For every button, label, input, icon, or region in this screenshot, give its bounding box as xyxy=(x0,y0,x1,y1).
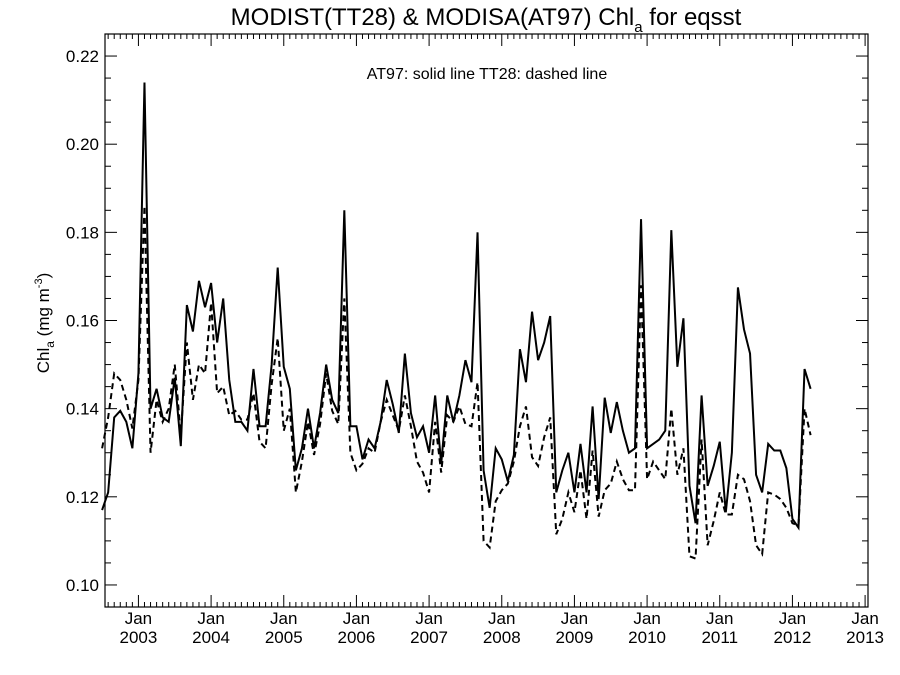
y-tick-label: 0.20 xyxy=(66,135,99,154)
x-tick-label-month: Jan xyxy=(125,609,152,628)
x-tick-label-year: 2006 xyxy=(338,628,376,647)
chart-annotation: AT97: solid line TT28: dashed line xyxy=(367,66,608,83)
x-tick-label-month: Jan xyxy=(343,609,370,628)
x-tick-label-year: 2004 xyxy=(192,628,230,647)
x-tick-label-month: Jan xyxy=(779,609,806,628)
plot-area: 0.100.120.140.160.180.200.22Jan2003Jan20… xyxy=(66,33,884,647)
x-tick-label-year: 2010 xyxy=(628,628,666,647)
x-tick-label-month: Jan xyxy=(270,609,297,628)
x-tick-label-year: 2011 xyxy=(701,628,738,647)
y-tick-label: 0.16 xyxy=(66,312,99,331)
x-tick-label-month: Jan xyxy=(415,609,442,628)
y-tick-label: 0.22 xyxy=(66,47,99,66)
y-axis-title-superscript: -3 xyxy=(33,278,45,288)
y-tick-label: 0.18 xyxy=(66,223,99,242)
y-tick-label: 0.12 xyxy=(66,488,99,507)
chart-title-prefix: MODIST(TT28) & MODISA(AT97) Chl xyxy=(231,4,635,31)
y-axis-title-suffix: ) xyxy=(34,273,53,279)
series-line-at97 xyxy=(101,82,812,531)
x-tick-label-month: Jan xyxy=(851,609,878,628)
svg-text:Chla (mg m-3): Chla (mg m-3) xyxy=(33,273,57,374)
x-tick-label-year: 2012 xyxy=(774,628,812,647)
y-axis-title-middle: (mg m xyxy=(34,288,53,341)
y-axis-title-prefix: Chl xyxy=(34,348,53,374)
x-tick-label-year: 2008 xyxy=(483,628,521,647)
chart-title-suffix: for eqsst xyxy=(643,4,742,31)
y-tick-label: 0.10 xyxy=(66,576,99,595)
x-tick-label-month: Jan xyxy=(633,609,660,628)
chart-title: MODIST(TT28) & MODISA(AT97) Chla for eqs… xyxy=(231,4,742,36)
chart-title-subscript: a xyxy=(634,19,643,36)
x-tick-label-month: Jan xyxy=(488,609,515,628)
x-tick-label-year: 2013 xyxy=(846,628,884,647)
x-tick-label-year: 2005 xyxy=(265,628,303,647)
x-tick-label-year: 2009 xyxy=(556,628,594,647)
x-tick-label-month: Jan xyxy=(561,609,588,628)
series-line-tt28 xyxy=(101,205,812,560)
y-axis-title-subscript: a xyxy=(43,341,57,348)
x-tick-label-year: 2003 xyxy=(120,628,158,647)
x-tick-label-month: Jan xyxy=(197,609,224,628)
y-tick-label: 0.14 xyxy=(66,400,99,419)
x-tick-label-year: 2007 xyxy=(410,628,448,647)
y-axis-title: Chla (mg m-3) xyxy=(33,273,57,374)
x-tick-label-month: Jan xyxy=(706,609,733,628)
